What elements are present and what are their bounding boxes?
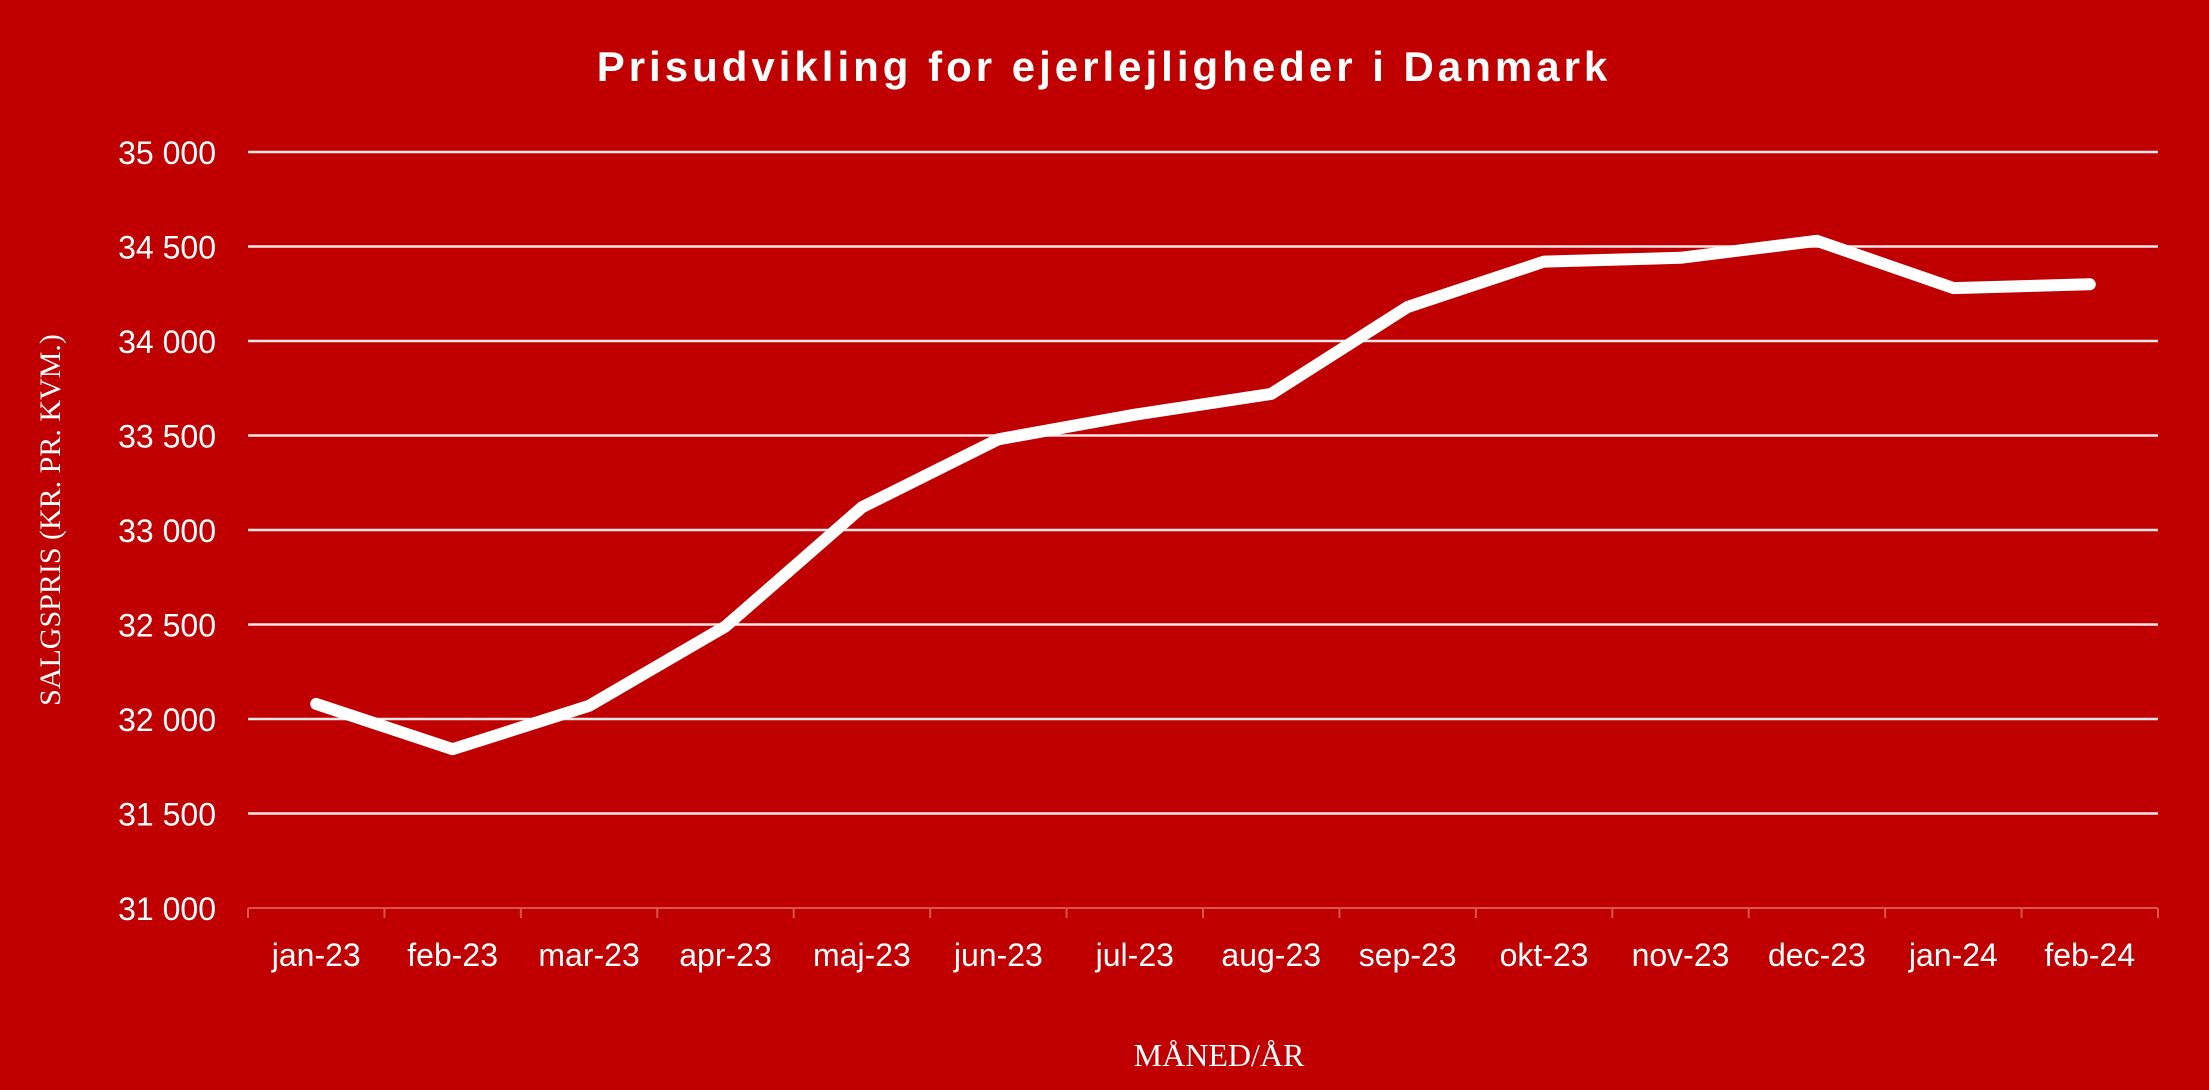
y-tick-label: 33 500 (118, 419, 216, 455)
x-tick-label: jul-23 (1095, 937, 1174, 973)
y-tick-label: 31 000 (118, 891, 216, 927)
series-line (310, 234, 2096, 756)
data-point (1814, 238, 1819, 243)
y-tick-label: 34 000 (118, 324, 216, 360)
data-point (2087, 282, 2092, 287)
data-point (1269, 391, 1274, 396)
y-tick-labels: 31 000 31 500 32 000 32 500 33 000 33 500 34 0… (118, 135, 216, 927)
x-tick-label: jun-23 (953, 937, 1043, 973)
x-axis-label: MÅNED/ÅR (1134, 1037, 1305, 1073)
y-tick-label: 32 500 (118, 608, 216, 644)
y-axis-label: SALGSPRIS (KR. PR. KVM.) (34, 334, 67, 706)
x-tick-labels: jan-23 feb-23 mar-23 apr-23 maj-23 jun-23 jul-… (271, 937, 2135, 973)
data-point (1405, 304, 1410, 309)
y-tick-label: 33 000 (118, 513, 216, 549)
x-tick-label: mar-23 (538, 937, 639, 973)
series-group (310, 234, 2096, 756)
data-point (1542, 259, 1547, 264)
x-tick-label: feb-23 (407, 937, 498, 973)
x-tick-label: maj-23 (813, 937, 911, 973)
data-point (1132, 412, 1137, 417)
data-point (1951, 286, 1956, 291)
x-tick-label: aug-23 (1221, 937, 1321, 973)
x-tick-label: feb-24 (2044, 937, 2135, 973)
data-point (450, 747, 455, 752)
x-tick-label: sep-23 (1359, 937, 1457, 973)
y-tick-label: 32 000 (118, 702, 216, 738)
x-axis (247, 907, 2159, 918)
y-tick-label: 31 500 (118, 797, 216, 833)
data-point (587, 703, 592, 708)
x-tick-label: jan-24 (1908, 937, 1998, 973)
chart-title: Prisudvikling for ejerlejligheder i Danm… (597, 43, 1612, 90)
x-tick-label: apr-23 (679, 937, 772, 973)
y-tick-label: 34 500 (118, 230, 216, 266)
data-point (314, 701, 319, 706)
data-point (859, 505, 864, 510)
data-point (996, 437, 1001, 442)
x-tick-label: jan-23 (271, 937, 361, 973)
data-point (723, 624, 728, 629)
y-tick-label: 35 000 (118, 135, 216, 171)
x-tick-label: dec-23 (1768, 937, 1866, 973)
x-tick-label: okt-23 (1500, 937, 1589, 973)
x-tick-label: nov-23 (1632, 937, 1730, 973)
data-point (1678, 255, 1683, 260)
